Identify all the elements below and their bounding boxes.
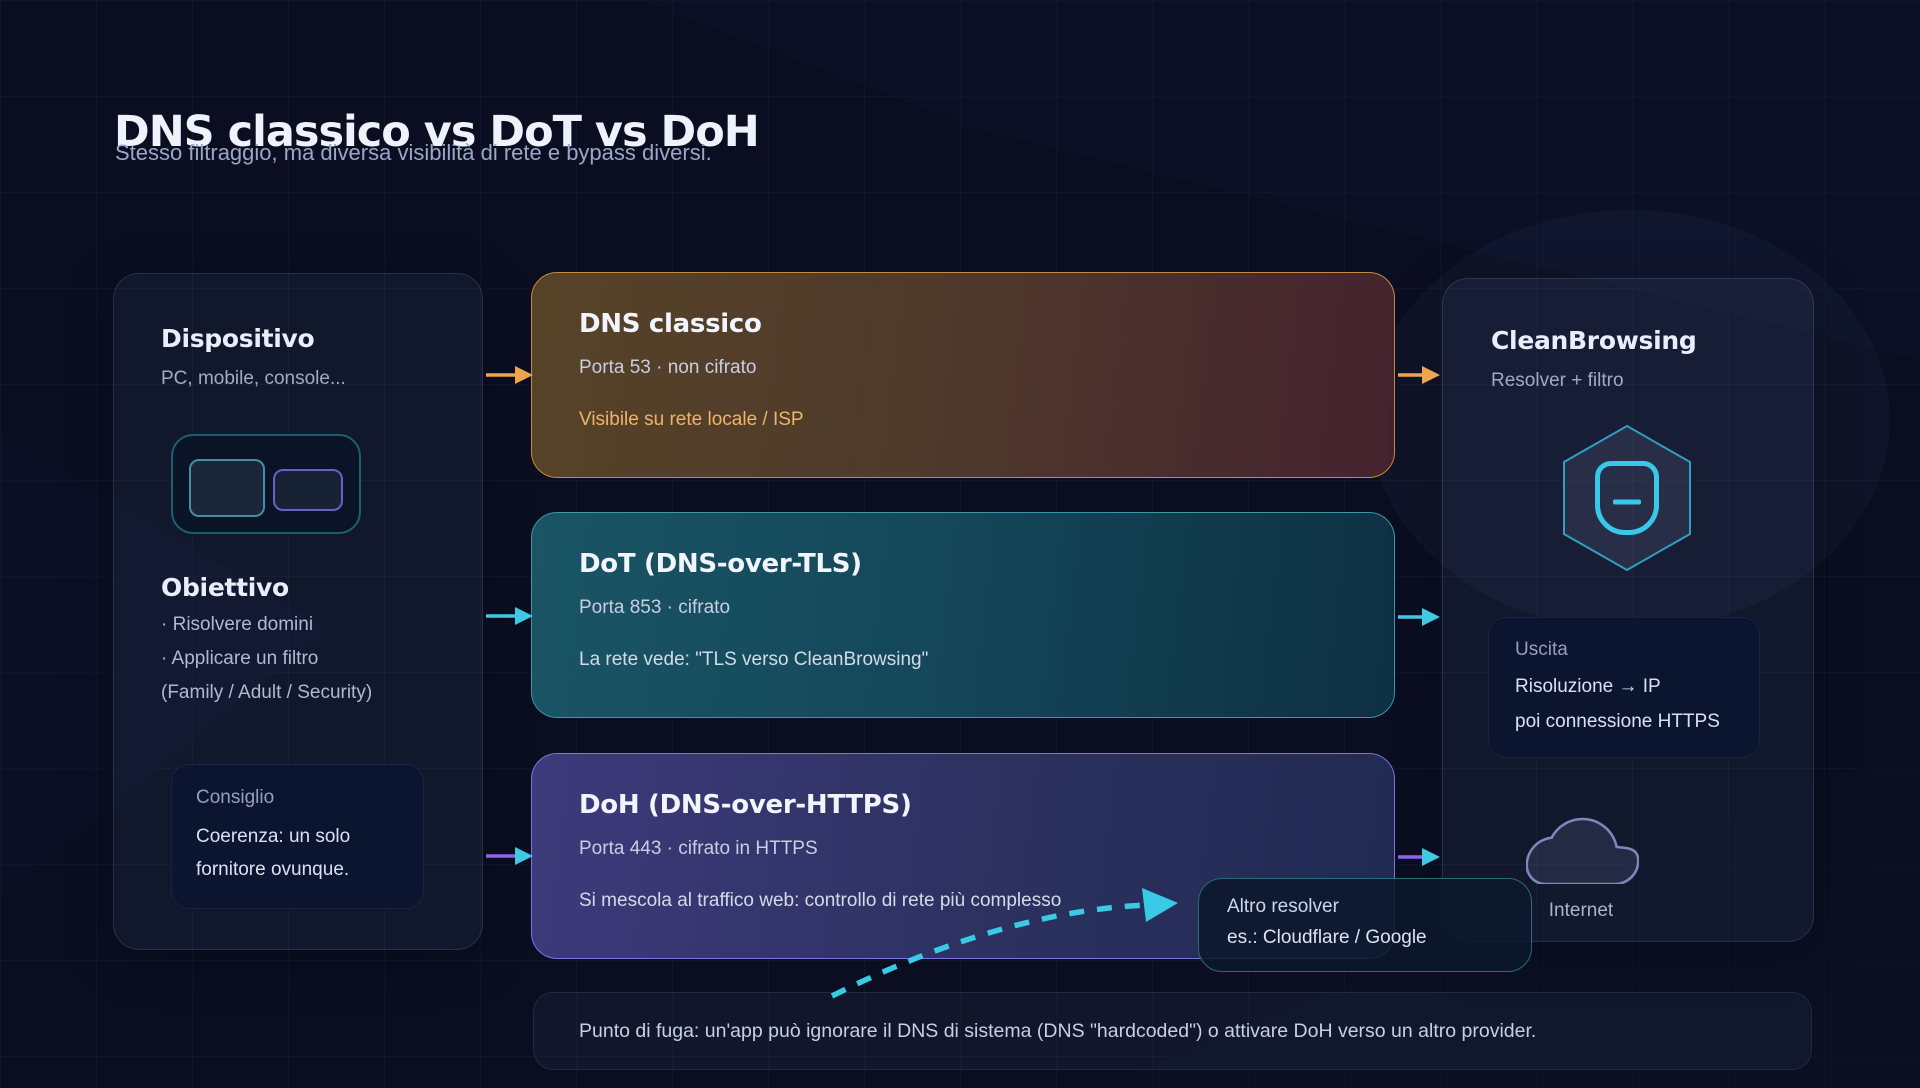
goal-title: Obiettivo xyxy=(161,573,289,602)
card-dns-port: Porta 53 · non cifrato xyxy=(579,357,757,378)
card-dns-title: DNS classico xyxy=(579,309,762,339)
minus-glyph xyxy=(1613,499,1641,505)
card-dns-note: Visibile su rete locale / ISP xyxy=(579,409,804,430)
resolver-panel-subtitle: Resolver + filtro xyxy=(1491,370,1624,391)
escape-point-note: Punto di fuga: un'app può ignorare il DN… xyxy=(533,992,1812,1070)
exit-box: Uscita Risoluzione → IP poi connessione … xyxy=(1488,617,1760,758)
card-doh-title: DoH (DNS-over-HTTPS) xyxy=(579,790,912,820)
device-phone-icon xyxy=(273,469,343,511)
filter-shield-icon xyxy=(1595,461,1659,535)
card-dot: DoT (DNS-over-TLS) Porta 853 · cifrato L… xyxy=(531,512,1395,718)
cloud-icon xyxy=(1526,817,1639,884)
card-dot-note: La rete vede: "TLS verso CleanBrowsing" xyxy=(579,649,929,670)
tip-label: Consiglio xyxy=(196,787,275,808)
bypass-example: es.: Cloudflare / Google xyxy=(1227,927,1427,948)
card-dot-title: DoT (DNS-over-TLS) xyxy=(579,549,862,579)
cloud-shape xyxy=(1526,817,1639,884)
tip-line: fornitore ovunque. xyxy=(196,859,350,880)
arrow-doh-to-resolver-head-icon xyxy=(1422,848,1440,866)
resolver-hexagon-icon xyxy=(1562,424,1692,572)
device-panel-title: Dispositivo xyxy=(161,324,315,353)
card-dns-classic: DNS classico Porta 53 · non cifrato Visi… xyxy=(531,272,1395,478)
exit-label: Uscita xyxy=(1515,639,1568,660)
resolver-panel: CleanBrowsing Resolver + filtro xyxy=(1442,278,1814,942)
hexagon-outline xyxy=(1563,424,1691,572)
card-dot-port: Porta 853 · cifrato xyxy=(579,597,731,618)
device-panel-subtitle: PC, mobile, console... xyxy=(161,368,346,389)
device-panel: Dispositivo PC, mobile, console... Obiet… xyxy=(113,273,483,950)
arrow-dot-to-resolver-head-icon xyxy=(1422,608,1440,626)
internet-label: Internet xyxy=(1548,900,1614,921)
escape-point-text: Punto di fuga: un'app può ignorare il DN… xyxy=(579,1019,1537,1042)
bypass-title: Altro resolver xyxy=(1227,896,1339,917)
arrow-dns-to-resolver-head-icon xyxy=(1422,366,1440,384)
page-title: DNS classico vs DoT vs DoH xyxy=(114,106,760,157)
goal-list: · Risolvere domini · Applicare un filtro… xyxy=(161,608,372,710)
exit-line: Risoluzione → IP xyxy=(1515,676,1661,697)
page-subtitle: Stesso filtraggio, ma diversa visibilità… xyxy=(115,140,712,165)
goal-item: · Applicare un filtro xyxy=(161,648,319,669)
bypass-resolver-box: Altro resolver es.: Cloudflare / Google xyxy=(1198,878,1532,972)
goal-item: · Risolvere domini xyxy=(161,614,314,635)
tip-box: Consiglio Coerenza: un solo fornitore ov… xyxy=(171,764,424,909)
device-icon xyxy=(171,434,361,534)
goal-item: (Family / Adult / Security) xyxy=(161,682,373,703)
resolver-panel-title: CleanBrowsing xyxy=(1491,326,1697,355)
tip-line: Coerenza: un solo xyxy=(196,826,351,847)
card-doh-port: Porta 443 · cifrato in HTTPS xyxy=(579,838,818,859)
card-doh-note: Si mescola al traffico web: controllo di… xyxy=(579,890,1062,911)
device-screen-icon xyxy=(189,459,265,517)
exit-line: poi connessione HTTPS xyxy=(1515,711,1720,732)
